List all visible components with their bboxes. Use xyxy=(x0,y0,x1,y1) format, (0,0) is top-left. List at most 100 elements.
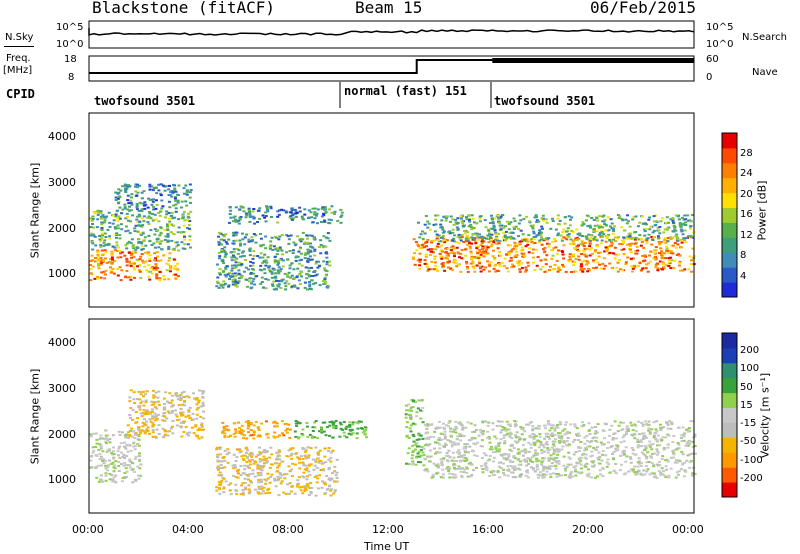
echo-cell xyxy=(155,428,159,431)
echo-cell xyxy=(474,222,478,225)
echo-cell xyxy=(651,231,655,234)
echo-cell xyxy=(662,231,666,234)
echo-cell xyxy=(232,453,236,456)
echo-cell xyxy=(175,415,179,418)
echo-cell xyxy=(251,469,255,472)
echo-cell xyxy=(294,420,298,422)
echo-cell xyxy=(351,423,355,426)
echo-cell xyxy=(537,446,541,449)
echo-cell xyxy=(484,266,488,269)
echo-cell xyxy=(591,461,595,464)
echo-cell xyxy=(671,217,675,219)
echo-cell xyxy=(116,209,120,212)
echo-cell xyxy=(577,250,581,253)
echo-cell xyxy=(228,221,231,224)
echo-cell xyxy=(589,455,593,458)
echo-cell xyxy=(128,262,132,265)
echo-cell xyxy=(269,240,273,243)
echo-cell xyxy=(685,442,689,445)
echo-cell xyxy=(601,215,605,218)
echo-cell xyxy=(502,434,506,437)
echo-cell xyxy=(266,278,270,281)
echo-cell xyxy=(603,437,606,440)
echo-cell xyxy=(664,241,668,244)
echo-cell xyxy=(246,464,250,467)
echo-cell xyxy=(533,444,537,447)
echo-cell xyxy=(168,252,172,255)
echo-cell xyxy=(158,279,162,282)
echo-cell xyxy=(496,247,500,250)
echo-cell xyxy=(491,460,495,463)
echo-cell xyxy=(453,429,457,431)
echo-cell xyxy=(99,276,103,279)
echo-cell xyxy=(233,464,237,467)
echo-cell xyxy=(220,248,224,251)
echo-cell xyxy=(644,465,648,468)
echo-cell xyxy=(451,269,455,272)
echo-cell xyxy=(539,268,543,271)
echo-cell xyxy=(660,250,663,253)
echo-cell xyxy=(491,428,495,431)
echo-cell xyxy=(592,446,596,449)
echo-cell xyxy=(509,465,513,468)
echo-cell xyxy=(455,241,459,244)
echo-cell xyxy=(137,426,141,429)
echo-cell xyxy=(532,436,536,438)
echo-cell xyxy=(608,434,612,437)
echo-cell xyxy=(324,483,327,486)
echo-cell xyxy=(625,425,629,428)
echo-cell xyxy=(314,282,318,285)
echo-cell xyxy=(324,281,328,284)
echo-cell xyxy=(139,255,143,258)
echo-cell xyxy=(176,269,180,272)
echo-cell xyxy=(90,435,94,438)
echo-cell xyxy=(573,468,577,471)
echo-cell xyxy=(278,450,282,453)
echo-cell xyxy=(506,270,510,273)
echo-cell xyxy=(681,269,685,272)
echo-cell xyxy=(232,248,236,251)
echo-cell xyxy=(98,443,102,446)
echo-cell xyxy=(159,259,163,262)
echo-cell xyxy=(620,429,624,432)
echo-cell xyxy=(459,435,463,438)
echo-cell xyxy=(436,242,440,245)
echo-cell xyxy=(687,430,690,433)
echo-cell xyxy=(441,231,445,234)
echo-cell xyxy=(151,212,154,215)
echo-cell xyxy=(113,226,117,229)
echo-cell xyxy=(136,443,140,445)
echo-cell xyxy=(106,439,110,442)
echo-cell xyxy=(287,271,291,274)
echo-cell xyxy=(110,252,114,255)
echo-cell xyxy=(151,429,155,431)
echo-cell xyxy=(188,235,192,238)
echo-cell xyxy=(558,421,562,424)
echo-cell xyxy=(606,216,610,219)
echo-cell xyxy=(91,446,95,449)
echo-cell xyxy=(301,458,305,460)
echo-cell xyxy=(282,434,286,437)
echo-cell xyxy=(503,236,507,238)
echo-cell xyxy=(290,457,294,460)
echo-cell xyxy=(283,272,287,275)
echo-cell xyxy=(239,465,243,468)
echo-cell xyxy=(240,433,244,436)
echo-cell xyxy=(323,267,326,270)
echo-cell xyxy=(252,424,256,427)
echo-cell xyxy=(125,433,129,436)
echo-cell xyxy=(181,214,185,217)
echo-cell xyxy=(163,419,167,422)
echo-cell xyxy=(666,427,670,430)
echo-cell xyxy=(252,208,256,210)
echo-cell xyxy=(339,427,343,430)
echo-cell xyxy=(90,254,94,257)
echo-cell xyxy=(540,227,544,230)
echo-cell xyxy=(176,193,180,196)
echo-cell xyxy=(532,236,536,239)
echo-cell xyxy=(263,272,267,275)
echo-cell xyxy=(564,474,567,477)
echo-cell xyxy=(548,437,552,440)
echo-cell xyxy=(482,252,486,254)
echo-cell xyxy=(486,234,490,237)
